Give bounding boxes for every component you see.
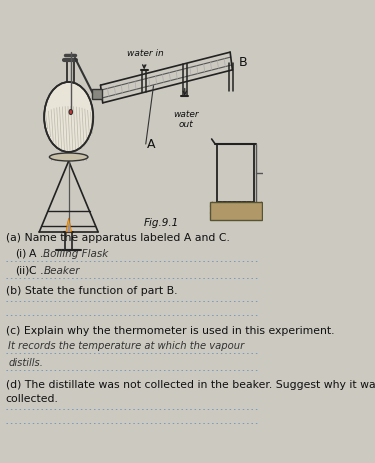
Text: (b) State the function of part B.: (b) State the function of part B. [6,285,177,295]
Text: (d) The distillate was not collected in the beaker. Suggest why it was not: (d) The distillate was not collected in … [6,379,375,389]
Text: (ii): (ii) [15,265,30,275]
Text: A ...: A ... [29,249,51,258]
Circle shape [44,83,93,153]
Polygon shape [67,223,70,232]
Bar [92,90,102,100]
Text: C ...: C ... [29,265,51,275]
Text: It records the temperature at which the vapour: It records the temperature at which the … [8,340,244,350]
Text: water in: water in [127,49,164,58]
Text: (a) Name the apparatus labeled A and C.: (a) Name the apparatus labeled A and C. [6,232,230,243]
Text: (c) Explain why the thermometer is used in this experiment.: (c) Explain why the thermometer is used … [6,325,334,335]
Text: water
out: water out [173,109,199,129]
Text: Fig.9.1: Fig.9.1 [144,218,179,227]
Text: distills.: distills. [8,357,43,367]
Text: Boiling Flask: Boiling Flask [44,249,109,258]
Text: A: A [147,138,156,151]
Bar [210,202,262,220]
Text: collected.: collected. [6,393,59,403]
Text: B: B [238,56,247,69]
Ellipse shape [50,154,88,162]
Circle shape [69,110,72,115]
Polygon shape [66,219,72,232]
Text: Beaker: Beaker [44,265,80,275]
Text: (i): (i) [15,249,27,258]
